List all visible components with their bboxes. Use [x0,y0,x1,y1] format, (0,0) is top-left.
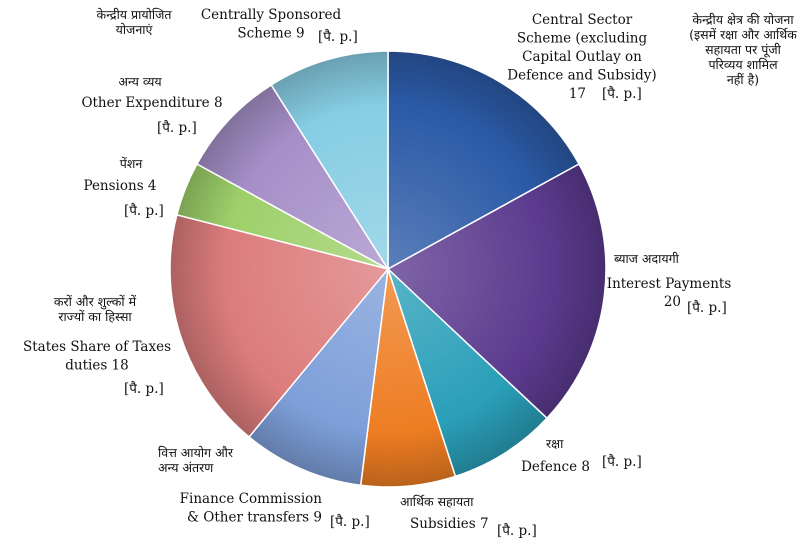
label-hindi-other-expenditure-8: अन्य व्यय [118,74,162,89]
label-english-interest-payments: Interest Payments [607,276,732,292]
label-unit-states-share-of-taxes-duties-18: [पै. p.] [124,380,164,397]
pie-slice-interest-payments [386,162,607,420]
label-english-other-expenditure-8: Other Expenditure 8 [81,95,222,111]
label-hindi-centrally-sponsored-scheme-9: केन्द्रीय प्रायोजित योजनाएं [96,7,172,37]
pie-slice-central-sector-scheme-excluding-capital-outlay-on-defence-and-subsidy [387,50,581,271]
label-hindi-defence-8: रक्षा [546,436,564,451]
pie-slice-defence-8 [387,268,548,478]
label-unit-other-expenditure-8: [पै. p.] [157,119,197,136]
label-english-defence-8: Defence 8 [521,459,590,475]
label-english-finance-commission-other-transfers-9: Finance Commission & Other transfers 9 [180,491,323,526]
label-english-subsidies-7: Subsidies 7 [410,516,489,532]
label-hindi-subsidies-7: आर्थिक सहायता [400,494,474,509]
label-value-interest-payments: 20 [664,294,681,310]
label-hindi-pensions-4: पेंशन [120,156,144,171]
label-hindi-finance-commission-other-transfers-9: वित्त आयोग और अन्य अंतरण [158,445,234,475]
label-english-states-share-of-taxes-duties-18: States Share of Taxes duties 18 [23,339,171,374]
pie-slice-other-expenditure-8 [195,83,389,270]
label-english-pensions-4: Pensions 4 [83,178,156,194]
label-unit-central-sector-scheme-excluding-capital-outlay-on-defence-and-subsidy: [पै. p.] [602,85,642,102]
label-hindi-central-sector-scheme-excluding-capital-outlay-on-defence-and-subsidy: केन्द्रीय क्षेत्र की योजना (इसमें रक्षा औ… [689,12,797,87]
label-unit-centrally-sponsored-scheme-9: [पै. p.] [318,28,358,45]
label-unit-interest-payments: [पै. p.] [687,299,727,316]
pie-labels: केन्द्रीय क्षेत्र की योजना (इसमें रक्षा औ… [23,7,797,539]
label-english-centrally-sponsored-scheme-9: Centrally Sponsored Scheme 9 [201,7,342,42]
label-value-central-sector-scheme-excluding-capital-outlay-on-defence-and-subsidy: 17 [569,86,586,102]
pie-slices [169,50,607,488]
label-unit-pensions-4: [पै. p.] [124,202,164,219]
label-unit-defence-8: [पै. p.] [602,453,642,470]
pie-slice-centrally-sponsored-scheme-9 [270,50,389,272]
pie-slice-finance-commission-other-transfers-9 [247,266,390,487]
label-hindi-interest-payments: ब्याज अदायगी [614,251,680,266]
label-unit-subsidies-7: [पै. p.] [497,522,537,539]
label-english-central-sector-scheme-excluding-capital-outlay-on-defence-and-subsidy: Central Sector Scheme (excluding Capital O… [507,12,656,84]
label-unit-finance-commission-other-transfers-9: [पै. p.] [330,513,370,530]
label-hindi-states-share-of-taxes-duties-18: करों और शुल्कों में राज्यों का हिस्सा [54,294,137,324]
pie-slice-states-share-of-taxes-duties-18 [169,213,390,439]
